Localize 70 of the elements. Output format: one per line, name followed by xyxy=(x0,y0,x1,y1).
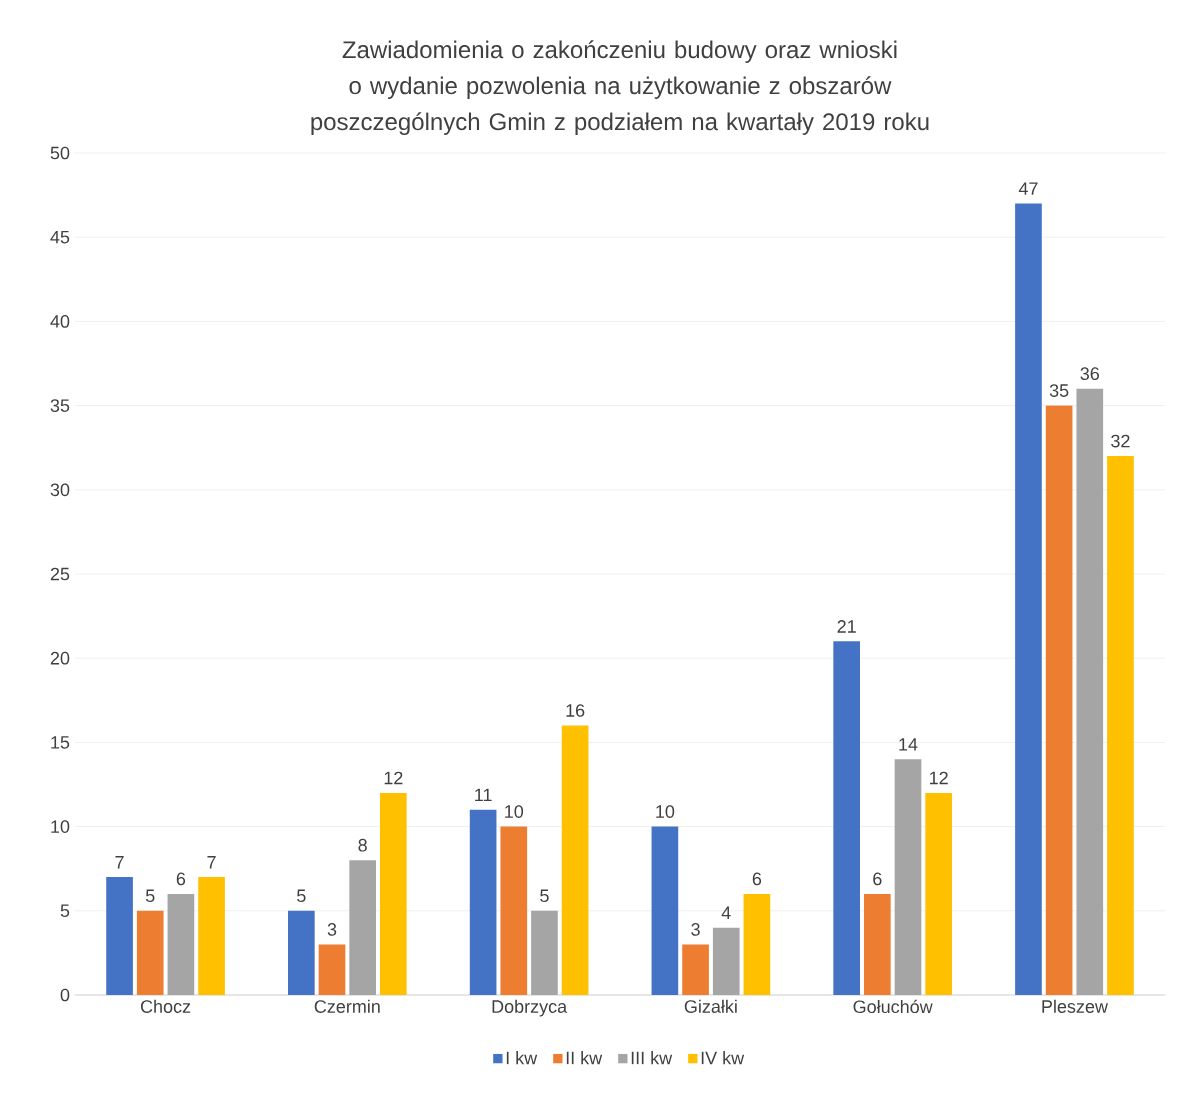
bar xyxy=(1107,456,1134,995)
bar xyxy=(531,910,558,995)
bar xyxy=(1076,388,1104,995)
data-label: 6 xyxy=(873,872,882,886)
data-label: 5 xyxy=(145,889,155,903)
data-label: 14 xyxy=(899,738,918,751)
y-tick-label: 20 xyxy=(50,651,70,665)
data-label: 21 xyxy=(837,620,856,633)
bar xyxy=(349,860,376,995)
chart-title: Zawiadomienia o zakończeniu budowy oraz wnioski o wydanie pozwolenia na użytkowanie z obszarów poszczególnych Gmin z podziałem na kwartały 2019 roku xyxy=(311,40,929,135)
bar xyxy=(561,725,589,995)
data-label: 12 xyxy=(384,771,403,785)
data-label: 47 xyxy=(1018,182,1038,195)
legend-label: II kw xyxy=(566,1051,603,1065)
x-tick-label: Pleszew xyxy=(1042,999,1108,1013)
data-label: 6 xyxy=(176,872,186,886)
bar xyxy=(864,893,891,995)
data-label: 3 xyxy=(691,923,700,936)
data-label: 35 xyxy=(1049,384,1069,397)
data-label: 16 xyxy=(566,704,585,717)
y-tick-label: 5 xyxy=(60,904,70,918)
bar xyxy=(743,893,771,995)
data-label: 5 xyxy=(297,889,306,903)
bar xyxy=(167,893,195,995)
y-tick-label: 50 xyxy=(50,146,70,160)
y-tick-label: 45 xyxy=(50,230,70,244)
y-tick-label: 30 xyxy=(50,483,70,497)
y-tick-label: 40 xyxy=(50,315,70,328)
y-tick-label: 15 xyxy=(51,736,70,749)
legend-label: III kw xyxy=(631,1051,673,1065)
bar xyxy=(1045,405,1073,995)
bar xyxy=(318,944,346,995)
bar xyxy=(288,910,315,995)
bar xyxy=(651,826,679,995)
x-tick-label: Dobrzyca xyxy=(492,999,568,1017)
data-label: 11 xyxy=(475,788,492,802)
legend-label: IV kw xyxy=(701,1051,745,1065)
bar xyxy=(380,792,407,995)
bar xyxy=(469,809,497,995)
data-label: 32 xyxy=(1111,434,1130,448)
data-label: 7 xyxy=(207,856,216,869)
data-label: 36 xyxy=(1080,367,1100,381)
y-tick-label: 25 xyxy=(50,567,70,581)
data-label: 6 xyxy=(752,872,762,886)
bar xyxy=(712,927,740,995)
data-label: 8 xyxy=(358,838,367,852)
bar xyxy=(500,826,528,995)
data-label: 3 xyxy=(327,923,337,936)
y-tick-label: 10 xyxy=(51,820,70,833)
y-tick-label: 0 xyxy=(60,988,70,1002)
bar xyxy=(198,877,225,995)
bar xyxy=(136,910,164,995)
data-label: 10 xyxy=(656,805,675,818)
data-label: 7 xyxy=(115,856,124,869)
data-label: 4 xyxy=(721,906,731,919)
data-label: 12 xyxy=(930,771,948,785)
bar xyxy=(106,877,133,995)
bar xyxy=(925,792,953,995)
x-tick-label: Gołuchów xyxy=(853,999,933,1014)
x-tick-label: Gizałki xyxy=(684,999,737,1013)
bar xyxy=(682,944,709,995)
bar xyxy=(1015,203,1042,995)
x-tick-label: Czermin xyxy=(314,999,380,1013)
legend-label: I kw xyxy=(506,1051,538,1065)
bar xyxy=(833,641,861,995)
data-label: 10 xyxy=(505,805,524,818)
y-tick-label: 35 xyxy=(50,399,70,412)
data-label: 5 xyxy=(540,889,549,903)
bar xyxy=(894,759,922,995)
x-tick-label: Chocz xyxy=(140,999,191,1013)
